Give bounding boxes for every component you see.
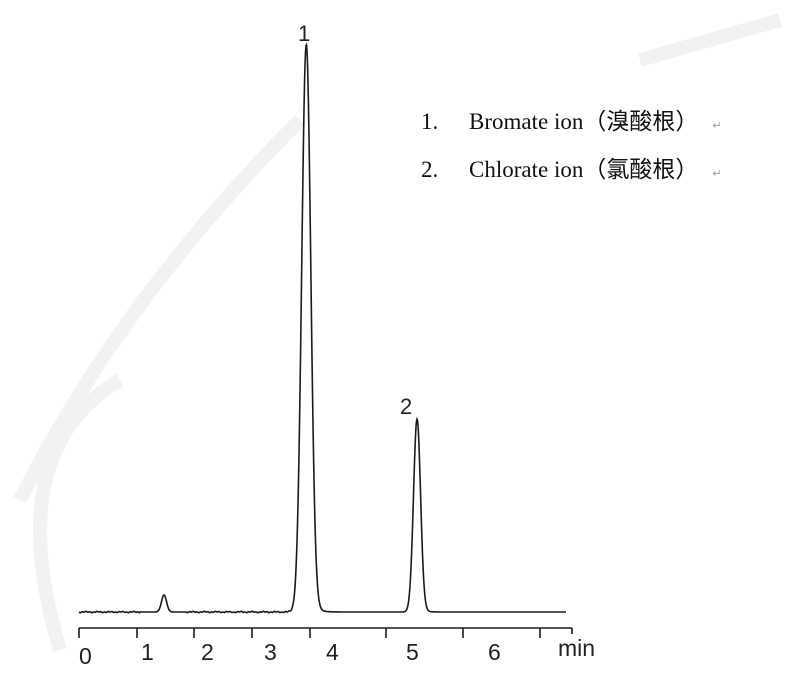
legend: 1. Bromate ion（溴酸根） ↵ 2. Chlorate ion（氯酸根） ↵ (421, 100, 722, 196)
legend-number: 2. (421, 157, 439, 182)
peak-label-2: 2 (400, 394, 412, 419)
return-mark-icon: ↵ (712, 168, 722, 180)
legend-number: 1. (421, 109, 439, 134)
x-tick-label: 5 (406, 639, 419, 665)
peak-label-1: 1 (298, 21, 310, 46)
chromatogram-trace (78, 42, 566, 614)
x-tick-label: 4 (326, 639, 339, 665)
legend-item: 1. Bromate ion（溴酸根） ↵ (421, 100, 722, 148)
legend-item: 2. Chlorate ion（氯酸根） ↵ (421, 148, 722, 196)
x-tick-label: 2 (201, 639, 214, 665)
x-axis-unit: min (558, 635, 595, 661)
x-tick-label: 3 (264, 639, 277, 665)
x-tick-label: 0 (79, 643, 92, 669)
legend-text: Chlorate ion（氯酸根） (469, 157, 699, 182)
legend-text: Bromate ion（溴酸根） (469, 109, 699, 134)
watermark (13, 13, 782, 653)
return-mark-icon: ↵ (712, 120, 722, 132)
x-tick-label: 1 (141, 639, 154, 665)
x-tick-label: 6 (488, 639, 501, 665)
